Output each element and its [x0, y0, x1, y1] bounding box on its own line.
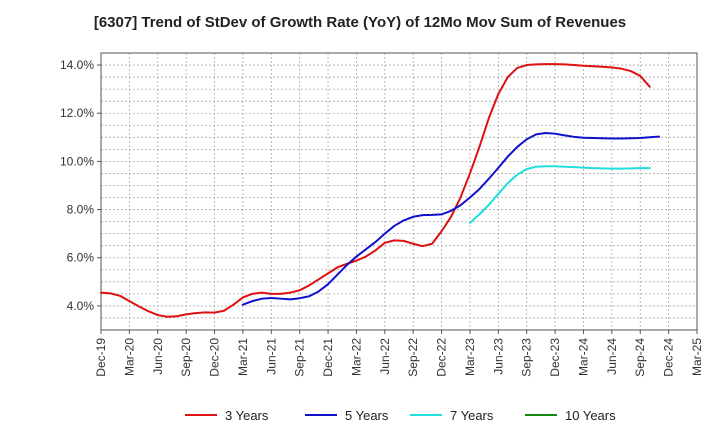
x-tick-label: Mar-25 — [690, 338, 704, 376]
y-tick-label: 8.0% — [67, 203, 95, 217]
y-tick-label: 6.0% — [67, 251, 95, 265]
y-tick-label: 10.0% — [60, 154, 94, 168]
legend-label-5-years: 5 Years — [345, 408, 389, 423]
x-tick-label: Dec-20 — [208, 338, 222, 377]
series-line-3-years — [100, 63, 651, 318]
y-tick-label: 12.0% — [60, 106, 94, 120]
x-tick-label: Jun-22 — [378, 338, 392, 375]
x-tick-label: Dec-24 — [662, 338, 676, 377]
y-tick-label: 4.0% — [67, 299, 95, 313]
plot-area — [101, 53, 697, 330]
x-tick-label: Jun-23 — [491, 338, 505, 375]
x-tick-label: Dec-22 — [435, 338, 449, 377]
x-tick-label: Jun-24 — [605, 338, 619, 375]
plot-frame — [100, 52, 698, 331]
x-tick-label: Mar-23 — [463, 338, 477, 376]
x-tick-label: Dec-21 — [321, 338, 335, 377]
x-tick-label: Sep-23 — [520, 338, 534, 377]
x-tick-label: Sep-21 — [293, 338, 307, 377]
x-tick-label: Sep-22 — [406, 338, 420, 377]
legend-label-3-years: 3 Years — [225, 408, 269, 423]
series-line-7-years — [468, 165, 651, 224]
x-tick-label: Mar-21 — [236, 338, 250, 376]
x-tick-label: Mar-20 — [122, 338, 136, 376]
x-tick-label: Mar-24 — [576, 338, 590, 376]
legend-label-7-years: 7 Years — [450, 408, 494, 423]
x-tick-label: Sep-20 — [179, 338, 193, 377]
x-tick-label: Mar-22 — [349, 338, 363, 376]
x-tick-label: Jun-20 — [151, 338, 165, 375]
x-tick-label: Dec-19 — [94, 338, 108, 377]
series-line-5-years — [241, 131, 661, 306]
chart-title: [6307] Trend of StDev of Growth Rate (Yo… — [93, 14, 627, 31]
x-tick-label: Dec-23 — [548, 338, 562, 377]
x-tick-label: Jun-21 — [264, 338, 278, 375]
x-tick-label: Sep-24 — [633, 338, 647, 377]
y-tick-label: 14.0% — [60, 58, 94, 72]
legend-label-10-years: 10 Years — [565, 408, 616, 423]
